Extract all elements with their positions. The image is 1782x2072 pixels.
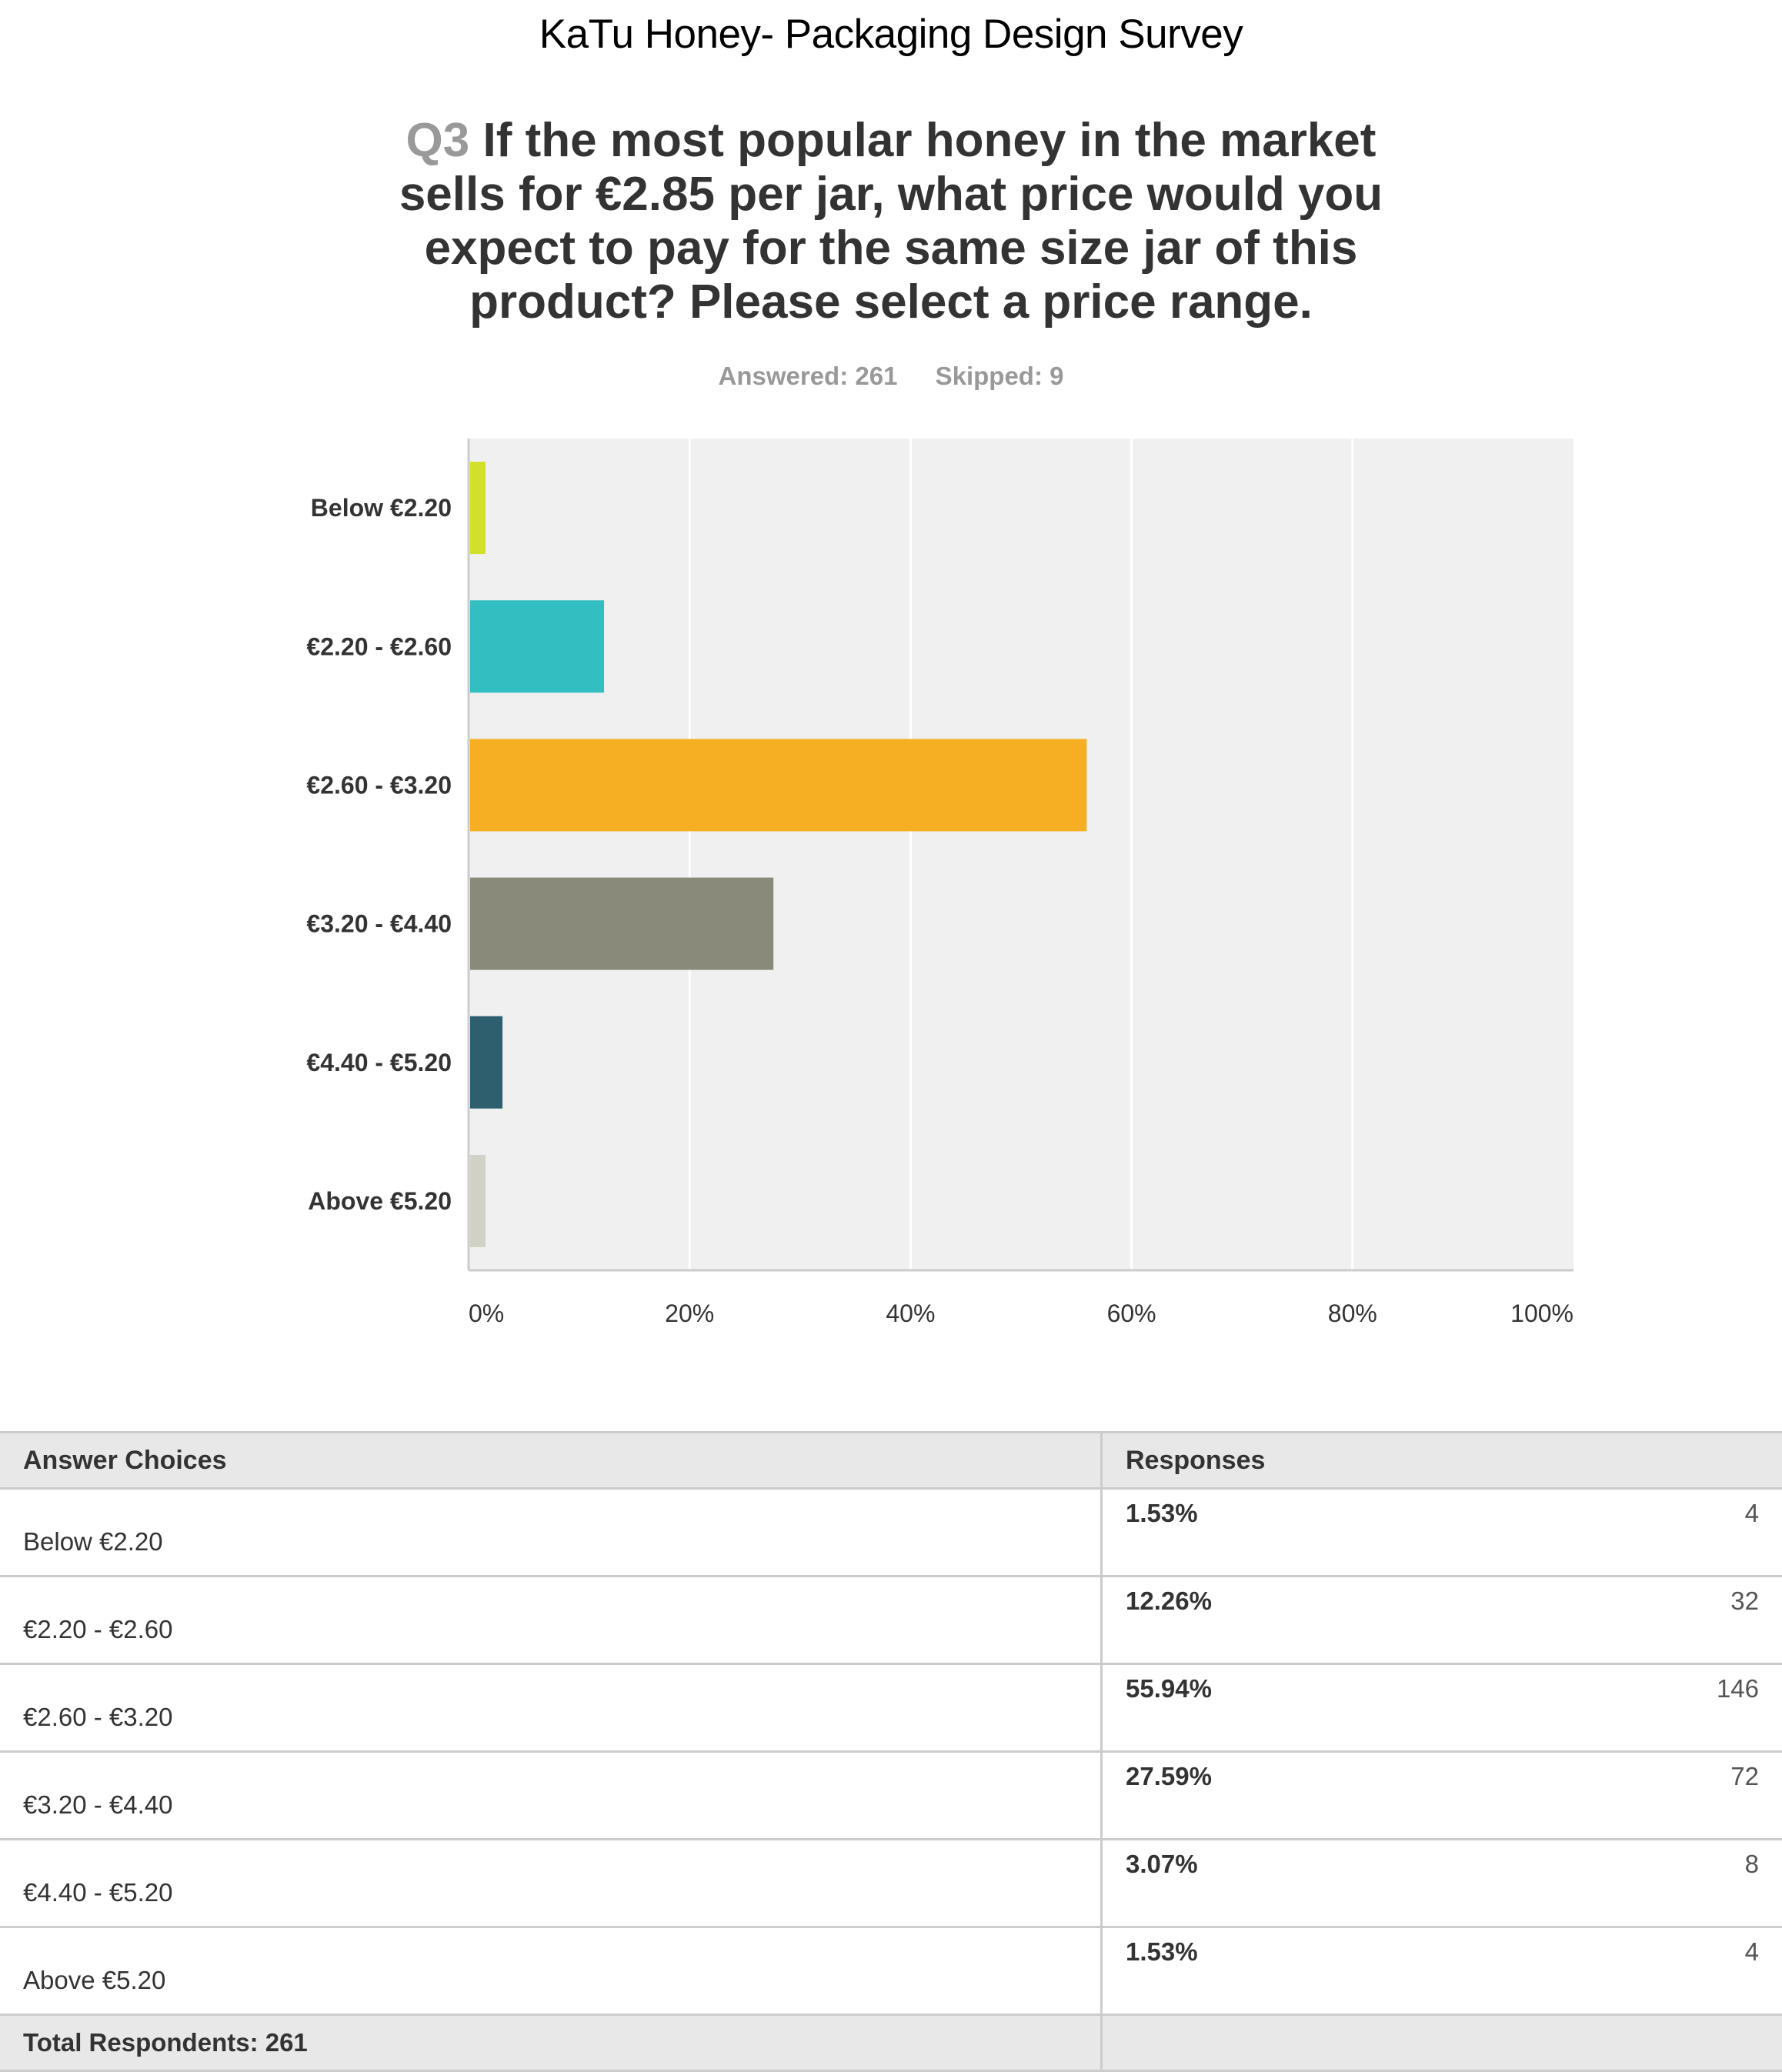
response-count: 32 [1510,1577,1782,1664]
response-percent: 1.53% [1102,1489,1511,1577]
responses-table: Answer Choices Responses Below €2.20 1.5… [0,1431,1782,2072]
category-label: €2.20 - €2.60 [306,632,452,660]
total-empty-cell [1102,2015,1782,2071]
response-percent: 55.94% [1102,1664,1511,1752]
table-row: Below €2.20 1.53% 4 [0,1489,1782,1577]
x-tick-label: 40% [886,1300,935,1327]
response-percent: 12.26% [1102,1577,1511,1664]
response-percent: 3.07% [1102,1840,1511,1927]
total-row: Total Respondents: 261 [0,2015,1782,2071]
bar [470,462,486,554]
table-row: €2.20 - €2.60 12.26% 32 [0,1577,1782,1664]
category-label: €3.20 - €4.40 [306,910,452,938]
answer-choice: €2.60 - €3.20 [0,1664,1102,1752]
category-label: €2.60 - €3.20 [306,771,452,799]
plot-background [469,439,1573,1270]
bar [470,1155,486,1247]
answer-choice: €3.20 - €4.40 [0,1752,1102,1840]
x-tick-label: 20% [665,1300,714,1327]
response-count: 4 [1510,1489,1782,1577]
category-label: Below €2.20 [311,494,452,522]
x-tick-label: 60% [1107,1300,1156,1327]
bar [470,739,1086,831]
bar [470,878,773,970]
answer-choice: Below €2.20 [0,1489,1102,1577]
answer-choice: Above €5.20 [0,1927,1102,2015]
response-percent: 27.59% [1102,1752,1511,1840]
table-row: €2.60 - €3.20 55.94% 146 [0,1664,1782,1752]
category-label: Above €5.20 [308,1187,452,1215]
category-label: €4.40 - €5.20 [306,1049,452,1076]
x-tick-label: 100% [1510,1300,1573,1327]
answer-choice: €4.40 - €5.20 [0,1840,1102,1927]
total-respondents: Total Respondents: 261 [0,2015,1102,2071]
response-count: 72 [1510,1752,1782,1840]
table-row: €3.20 - €4.40 27.59% 72 [0,1752,1782,1840]
bar [470,1016,502,1109]
response-count: 8 [1510,1840,1782,1927]
table-row: €4.40 - €5.20 3.07% 8 [0,1840,1782,1927]
table-header-row: Answer Choices Responses [0,1433,1782,1489]
header-answer-choices: Answer Choices [0,1433,1102,1489]
response-count: 146 [1510,1664,1782,1752]
bar [470,600,604,692]
x-tick-label: 80% [1328,1300,1377,1327]
answer-choice: €2.20 - €2.60 [0,1577,1102,1664]
response-percent: 1.53% [1102,1927,1511,2015]
x-tick-label: 0% [469,1300,504,1327]
bar-chart: Below €2.20 €2.20 - €2.60 €2.60 - €3.20 €3.… [0,0,1782,1354]
response-count: 4 [1510,1927,1782,2015]
table-row: Above €5.20 1.53% 4 [0,1927,1782,2015]
header-responses: Responses [1102,1433,1782,1489]
